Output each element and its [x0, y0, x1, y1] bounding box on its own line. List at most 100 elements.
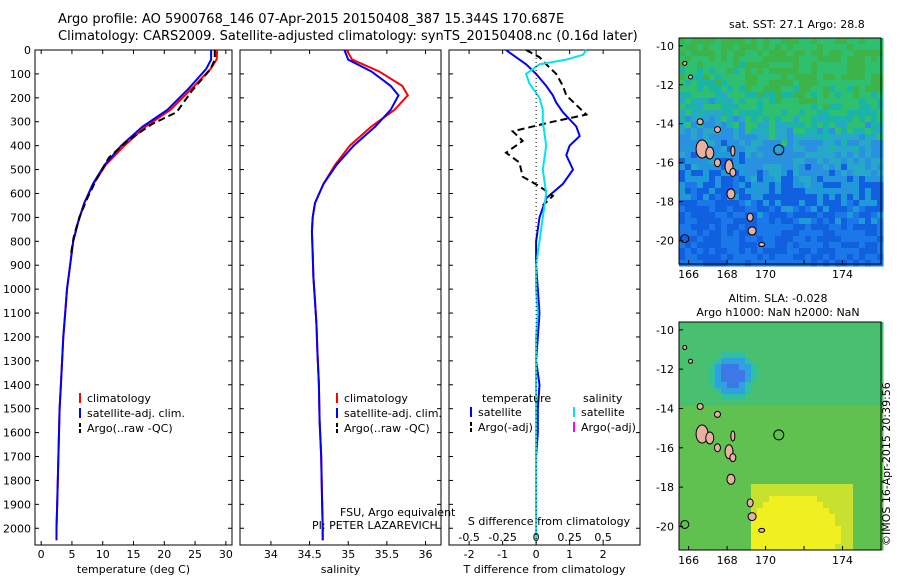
sla_map-cell — [853, 478, 860, 485]
sla_map-cell — [799, 508, 806, 515]
sla_map-cell — [805, 472, 812, 479]
sst_map-cell — [877, 260, 884, 267]
sst_map-cell — [745, 194, 752, 201]
sla_map-cell — [871, 334, 878, 341]
sst_map-cell — [721, 236, 728, 243]
sst_map-cell — [853, 224, 860, 231]
sla_map-cell — [823, 364, 830, 371]
sst_map-cell — [763, 230, 770, 237]
sst_map-cell — [751, 56, 758, 63]
sst_map-x-tick-label: 168 — [717, 268, 738, 281]
sst_map-cell — [811, 188, 818, 195]
temperature-x-tick-label: 20 — [157, 548, 171, 561]
sla_map-cell — [751, 496, 758, 503]
sst_map-cell — [781, 68, 788, 75]
sst_map-cell — [685, 242, 692, 249]
sla_map-cell — [757, 430, 764, 437]
sst_map-cell — [877, 98, 884, 105]
sst_map-cell — [685, 68, 692, 75]
sla_map-x-tick-label: 170 — [755, 554, 776, 567]
sst_map-cell — [811, 98, 818, 105]
sla_map-cell — [679, 538, 686, 545]
sst_map-cell — [715, 188, 722, 195]
sla_map-cell — [775, 484, 782, 491]
sst_map-cell — [823, 104, 830, 111]
sla_map-cell — [871, 478, 878, 485]
sst_map-cell — [847, 110, 854, 117]
sst_map-cell — [817, 38, 824, 45]
sst_map-cell — [871, 86, 878, 93]
sst_map-cell — [745, 158, 752, 165]
sst_map-cell — [829, 242, 836, 249]
sla_map-cell — [697, 352, 704, 359]
sst_map-cell — [841, 200, 848, 207]
sla_map-cell — [769, 364, 776, 371]
sla_map-cell — [853, 454, 860, 461]
sst_map-cell — [841, 152, 848, 159]
sla_map-cell — [739, 334, 746, 341]
sst_map-cell — [679, 224, 686, 231]
sla_map-cell — [775, 514, 782, 521]
sla_map-cell — [781, 382, 788, 389]
sla_map-x-tick-label: 174 — [832, 554, 853, 567]
temperature-x-tick-label: 0 — [38, 548, 45, 561]
sst_map-cell — [799, 182, 806, 189]
sla_map-cell — [847, 328, 854, 335]
sst_map-cell — [817, 92, 824, 99]
sst_map-cell — [679, 98, 686, 105]
sla_map-cell — [829, 400, 836, 407]
sla_map-cell — [817, 538, 824, 545]
sla_map-cell — [871, 376, 878, 383]
sla_map-cell — [859, 382, 866, 389]
sla_map-cell — [691, 418, 698, 425]
sla_map-cell — [805, 400, 812, 407]
sst_map-cell — [763, 122, 770, 129]
difference-t-legend-label: Argo(-adj) — [478, 421, 533, 434]
sla_map-cell — [679, 526, 686, 533]
sla_map-cell — [799, 406, 806, 413]
sla_map-cell — [823, 532, 830, 539]
sst_map-cell — [703, 260, 710, 267]
sla_map-cell — [811, 370, 818, 377]
sst_map-cell — [805, 188, 812, 195]
sla_map-cell — [835, 376, 842, 383]
sst_map-cell — [745, 242, 752, 249]
sla_map-cell — [811, 406, 818, 413]
sla_map-cell — [733, 358, 740, 365]
sst_map-cell — [811, 164, 818, 171]
sst_map-cell — [679, 140, 686, 147]
sst_map-cell — [793, 116, 800, 123]
sla_map-cell — [727, 406, 734, 413]
sla_map-cell — [715, 538, 722, 545]
sla_map-cell — [679, 400, 686, 407]
sst_map-island — [696, 118, 704, 126]
sla_map-cell — [859, 484, 866, 491]
sst_map-cell — [775, 236, 782, 243]
sla_map-cell — [733, 532, 740, 539]
sst_map-cell — [775, 188, 782, 195]
sst_map-cell — [847, 176, 854, 183]
sst_map-cell — [739, 110, 746, 117]
sst_map-cell — [853, 236, 860, 243]
sla_map-cell — [745, 334, 752, 341]
sla_map-cell — [691, 544, 698, 551]
sst_map-cell — [787, 38, 794, 45]
temperature-legend-label: satellite-adj. clim. — [87, 407, 185, 420]
sst_map-cell — [691, 212, 698, 219]
sla_map-cell — [817, 346, 824, 353]
sst_map-cell — [823, 182, 830, 189]
sla_map-cell — [727, 352, 734, 359]
sla_map-cell — [709, 388, 716, 395]
sla_map-cell — [685, 394, 692, 401]
sla_map-cell — [871, 388, 878, 395]
sst_map-cell — [853, 158, 860, 165]
sla_map-cell — [805, 412, 812, 419]
sla_map-cell — [757, 406, 764, 413]
sla_map-cell — [799, 358, 806, 365]
sst_map-cell — [805, 212, 812, 219]
sst_map-cell — [757, 56, 764, 63]
sla_map-cell — [727, 370, 734, 377]
sst_map-cell — [685, 200, 692, 207]
sla_map-cell — [703, 442, 710, 449]
difference-x-tick-label: 0 — [533, 548, 540, 561]
